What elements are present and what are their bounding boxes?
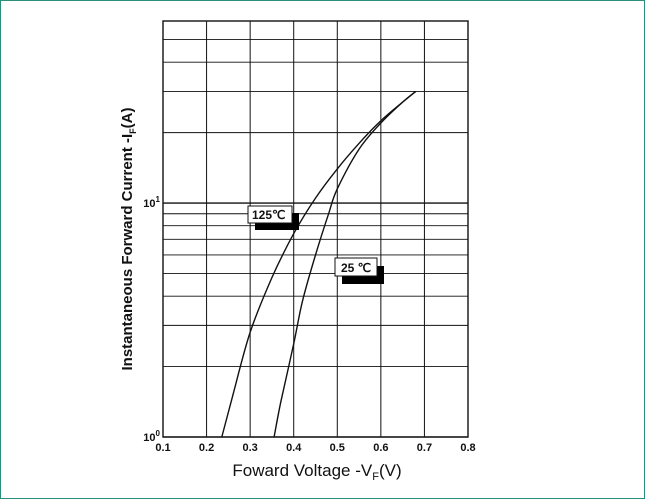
grid — [162, 20, 469, 438]
y-axis-title-sub: F — [128, 128, 138, 134]
series-line-25c — [273, 90, 417, 438]
y-axis-title-tail: (A) — [119, 107, 136, 128]
label-25c: 25 ℃ — [334, 257, 384, 284]
x-tick-labels: 0.1 0.2 0.3 0.4 0.5 0.6 0.7 0.8 — [155, 442, 475, 454]
y-tick-labels: 100 101 — [143, 195, 160, 444]
y-tick-label: 100 — [143, 429, 160, 444]
label-125c: 125℃ — [247, 205, 299, 230]
x-tick-label: 0.4 — [286, 442, 302, 454]
series-group — [221, 90, 417, 438]
label-25c-text: 25 ℃ — [341, 261, 371, 275]
x-axis-title-main: Foward Voltage -V — [232, 461, 373, 480]
x-tick-label: 0.8 — [460, 442, 475, 454]
y-axis-title: Instantaneous Forward Current -IF(A) — [119, 107, 138, 370]
series-line-125c — [221, 90, 417, 438]
y-tick-label: 101 — [143, 195, 160, 210]
x-axis-title-sub: F — [372, 471, 379, 483]
plot-area — [162, 20, 469, 438]
x-tick-label: 0.7 — [417, 442, 432, 454]
x-tick-label: 0.2 — [199, 442, 214, 454]
x-axis-title-tail: (V) — [379, 461, 402, 480]
label-125c-text: 125℃ — [252, 208, 286, 222]
y-axis-title-main: Instantaneous Forward Current -I — [119, 134, 136, 371]
x-tick-label: 0.3 — [242, 442, 257, 454]
x-tick-label: 0.1 — [155, 442, 170, 454]
x-tick-label: 0.5 — [330, 442, 345, 454]
x-axis-title: Foward Voltage -VF(V) — [232, 461, 401, 483]
x-tick-label: 0.6 — [373, 442, 388, 454]
